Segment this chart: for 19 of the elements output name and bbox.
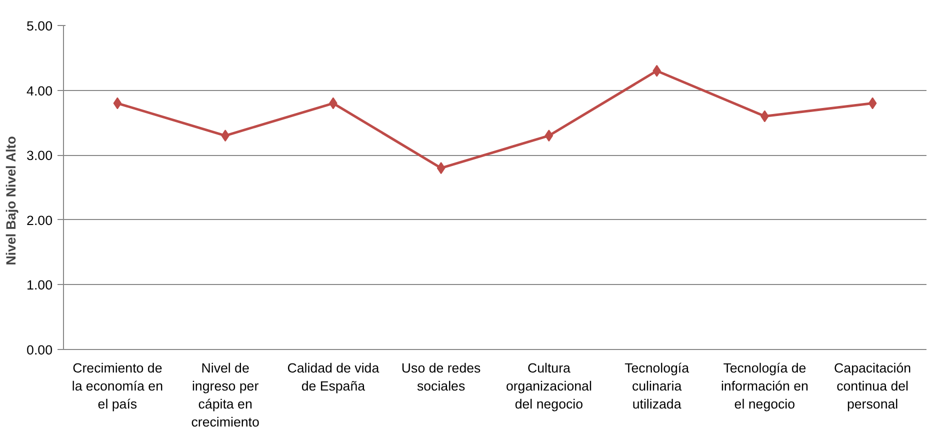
point bbox=[868, 97, 877, 110]
y-tick-label: 2.00 bbox=[26, 212, 53, 228]
y-tick-label: 1.00 bbox=[26, 278, 53, 293]
x-tick-label: Tecnología de información en el negocio bbox=[720, 360, 808, 412]
x-tick-label: Nivel de ingreso per cápita en crecimiento bbox=[191, 360, 260, 430]
y-tick-label: 0.00 bbox=[26, 342, 53, 358]
y-tick-label: 5.00 bbox=[26, 18, 53, 34]
x-tick-label: Uso de redes sociales bbox=[401, 360, 482, 394]
y-tick-label: 4.00 bbox=[26, 83, 53, 98]
y-tick-label: 3.00 bbox=[26, 148, 53, 164]
y-axis-title: Nivel Bajo Nivel Alto bbox=[4, 136, 19, 266]
x-tick-label: Crecimiento de la economía en el país bbox=[72, 360, 164, 412]
point bbox=[113, 97, 122, 110]
x-tick-label: Tecnología culinaria utilizada bbox=[624, 360, 690, 412]
point bbox=[544, 130, 554, 142]
point bbox=[436, 162, 446, 174]
x-tick-label: Capacitación continua del personal bbox=[834, 360, 912, 412]
x-tick-label: Calidad de vida de España bbox=[287, 360, 380, 394]
x-tick-label: Cultura organizacional del negocio bbox=[506, 360, 592, 412]
